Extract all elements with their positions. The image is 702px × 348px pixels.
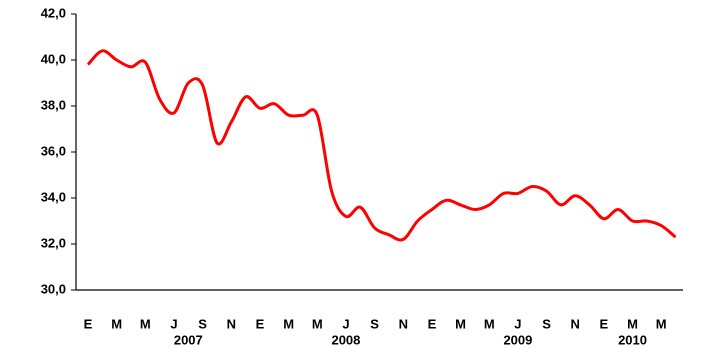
- y-tick-label: 36,0: [41, 143, 66, 158]
- x-group-label: 2010: [618, 332, 647, 347]
- x-tick-label: S: [198, 316, 207, 331]
- x-tick-label: M: [656, 316, 667, 331]
- y-tick-label: 42,0: [41, 5, 66, 20]
- x-tick-label: M: [484, 316, 495, 331]
- x-tick-label: N: [227, 316, 236, 331]
- y-tick-label: 30,0: [41, 281, 66, 296]
- x-group-label: 2007: [174, 332, 203, 347]
- x-tick-label: N: [571, 316, 580, 331]
- x-tick-label: S: [542, 316, 551, 331]
- x-tick-label: J: [342, 316, 349, 331]
- x-tick-label: E: [428, 316, 437, 331]
- x-tick-label: M: [111, 316, 122, 331]
- x-tick-label: M: [140, 316, 151, 331]
- y-tick-label: 34,0: [41, 189, 66, 204]
- x-tick-label: E: [84, 316, 93, 331]
- x-tick-label: M: [312, 316, 323, 331]
- data-line: [86, 49, 677, 242]
- y-tick-label: 32,0: [41, 235, 66, 250]
- x-tick-label: E: [256, 316, 265, 331]
- y-tick-label: 40,0: [41, 51, 66, 66]
- y-tick-label: 38,0: [41, 97, 66, 112]
- x-tick-label: E: [600, 316, 609, 331]
- x-tick-label: M: [627, 316, 638, 331]
- x-tick-label: M: [455, 316, 466, 331]
- x-group-label: 2009: [503, 332, 532, 347]
- x-tick-label: M: [283, 316, 294, 331]
- x-tick-label: S: [370, 316, 379, 331]
- x-tick-label: J: [170, 316, 177, 331]
- x-tick-label: N: [399, 316, 408, 331]
- x-tick-label: J: [514, 316, 521, 331]
- x-group-label: 2008: [331, 332, 360, 347]
